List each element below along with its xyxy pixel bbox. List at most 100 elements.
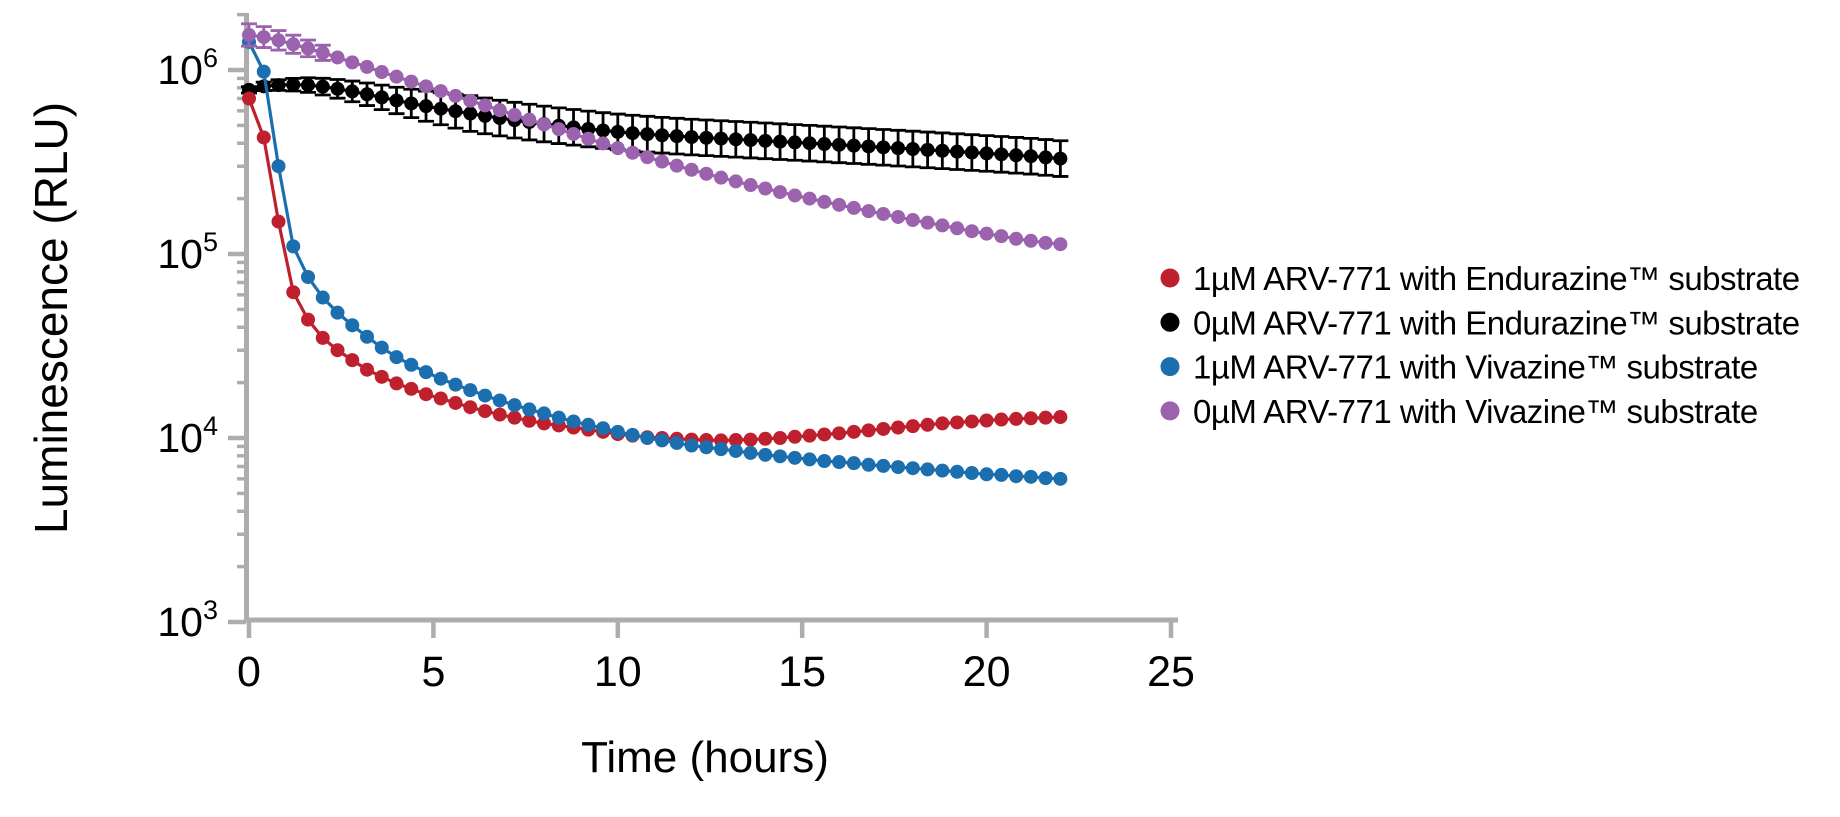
series-marker [463, 93, 478, 108]
series-marker [832, 197, 847, 212]
series-marker [787, 135, 802, 150]
series-marker [684, 438, 699, 453]
series-marker [1009, 411, 1024, 426]
series-marker [551, 122, 566, 137]
series-marker [684, 130, 699, 145]
series-marker [463, 400, 478, 415]
series-marker [492, 407, 507, 422]
series-marker [610, 424, 625, 439]
series-marker [743, 133, 758, 148]
series-marker [876, 421, 891, 436]
series-marker [964, 145, 979, 160]
series-marker [374, 340, 389, 355]
series-marker [492, 393, 507, 408]
series-marker [419, 79, 434, 94]
series-marker [448, 104, 463, 119]
series-marker [256, 64, 271, 79]
series-marker [404, 381, 419, 396]
series-marker [301, 312, 316, 327]
series-marker [522, 413, 537, 428]
series-marker [787, 188, 802, 203]
series-marker [964, 224, 979, 239]
series-marker [301, 269, 316, 284]
series-marker [846, 456, 861, 471]
series-marker [920, 417, 935, 432]
series-marker [640, 127, 655, 142]
series-marker [301, 78, 316, 93]
series-marker [522, 402, 537, 417]
series-marker [979, 146, 994, 161]
series-marker [905, 142, 920, 157]
series-marker [935, 416, 950, 431]
series-marker [773, 185, 788, 200]
series-marker [655, 433, 670, 448]
y-tick-label: 104 [157, 411, 218, 461]
series-marker [315, 79, 330, 94]
series-marker [994, 229, 1009, 244]
series-marker [817, 194, 832, 209]
series-marker [714, 131, 729, 146]
series-marker [448, 88, 463, 103]
series-marker [699, 130, 714, 145]
series-marker [389, 376, 404, 391]
series-marker [596, 136, 611, 151]
series-marker [271, 33, 286, 48]
series-marker [345, 353, 360, 368]
series-marker [994, 147, 1009, 162]
series-marker [360, 87, 375, 102]
series-marker [743, 445, 758, 460]
series-marker [979, 467, 994, 482]
series-marker [935, 218, 950, 233]
series-marker [669, 435, 684, 450]
series-marker [345, 55, 360, 70]
series-marker [950, 221, 965, 236]
series-marker [876, 140, 891, 155]
series-marker [773, 449, 788, 464]
series-marker [433, 391, 448, 406]
series-marker [743, 432, 758, 447]
series-marker [1038, 150, 1053, 165]
series-marker [743, 178, 758, 193]
series-marker [684, 162, 699, 177]
legend-label: 0µM ARV-771 with Endurazine™ substrate [1193, 304, 1800, 341]
legend-label: 1µM ARV-771 with Endurazine™ substrate [1193, 260, 1800, 297]
legend-marker [1160, 268, 1180, 288]
series-marker [802, 452, 817, 467]
series-marker [242, 27, 256, 42]
series-marker [389, 350, 404, 365]
series-marker [699, 166, 714, 181]
x-tick-label: 25 [1147, 648, 1195, 696]
series-marker [728, 443, 743, 458]
series-marker [360, 362, 375, 377]
series-marker [463, 106, 478, 121]
series-marker [728, 433, 743, 448]
x-tick-label: 20 [963, 648, 1011, 696]
series-marker [433, 371, 448, 386]
y-tick-label: 103 [157, 595, 218, 645]
series-marker [271, 159, 286, 174]
series-marker [669, 129, 684, 144]
series-3 [241, 22, 1068, 252]
series-marker [1023, 233, 1038, 248]
series-marker [360, 59, 375, 74]
series-marker [802, 136, 817, 151]
series-marker [551, 410, 566, 425]
series-marker [846, 138, 861, 153]
series-marker [271, 78, 286, 93]
series-marker [374, 65, 389, 80]
series-marker [1038, 410, 1053, 425]
series-marker [374, 369, 389, 384]
series-marker [389, 93, 404, 108]
series-marker [817, 137, 832, 152]
series-marker [655, 154, 670, 169]
series-marker [330, 50, 345, 65]
x-tick-label: 10 [594, 648, 642, 696]
series-marker [832, 455, 847, 470]
series-marker [758, 133, 773, 148]
series-marker [876, 458, 891, 473]
y-tick-label: 105 [157, 227, 218, 277]
series-marker [625, 126, 640, 141]
series-marker [714, 170, 729, 185]
